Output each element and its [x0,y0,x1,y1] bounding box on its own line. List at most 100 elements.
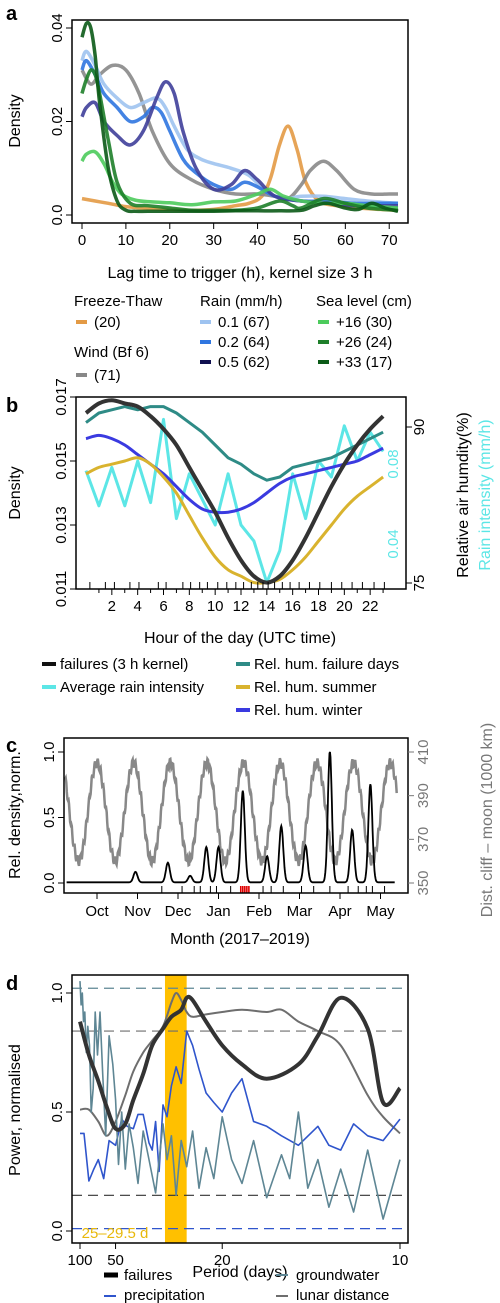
y-tick-label: 0.013 [53,506,70,544]
panel-c-y-ticks: 0.0 0.5 1.0 [41,742,64,893]
y-tick-label: 0.5 [41,807,58,828]
series-line-rain-01 [80,49,399,206]
legend-title-rain: Rain (mm/h) [200,293,283,310]
panel-d-band-label: 25–29.5 d [82,1225,149,1242]
panel-c-letter: c [6,735,17,757]
legend-entry-d-failures: failures [124,1267,172,1284]
panel-c: c Oct Nov Dec Jan Feb Mar Apr May 0.0 0.5 1.0 350… [6,723,496,948]
x-tick-label: 6 [159,598,167,615]
panel-a-x-ticks: 0 10 20 30 40 50 60 70 [78,223,398,249]
series-line-wind [80,63,398,201]
legend-entry-sea-33: +33 (17) [336,354,392,371]
y-tick-label: 0.017 [53,378,70,416]
panel-c-series [64,751,398,884]
panel-a-y-ticks: 0.0 0.02 0.04 [49,13,72,225]
legend-entry-sea-16: +16 (30) [336,314,392,331]
series-line-sea-33 [80,20,399,214]
highlight-band [164,975,187,1243]
y-tick-label: 0.04 [49,13,66,42]
x-tick-label: 20 [214,1252,231,1269]
panel-c-rug [161,886,386,893]
panel-b-x-title: Hour of the day (UTC time) [144,630,336,647]
panel-b-letter: b [6,395,18,417]
panel-c-x-ticks: Oct Nov Dec Jan Feb Mar Apr May [85,893,395,920]
series-line-failures [78,994,402,1132]
x-tick-label: 8 [185,598,193,615]
month-label: Mar [287,903,313,920]
panel-c-right-ticks: 350 370 390 410 [408,739,432,896]
x-tick-label: 20 [336,598,353,615]
legend-entry-failures-kernel: failures (3 h kernel) [60,656,188,673]
x-tick-label: 50 [107,1252,124,1269]
rh-tick-label: 75 [411,575,428,592]
x-tick-label: 20 [161,232,178,249]
panel-b-x-ticks: 2 4 6 8 10 12 14 16 18 20 22 [98,589,384,615]
panel-c-frame [63,737,409,894]
month-label: Oct [85,903,109,920]
legend-title-wind: Wind (Bf 6) [74,344,149,361]
panel-a: a 0 10 20 30 40 50 60 70 0.0 0.02 0.04 Lag time t… [6,3,412,384]
legend-entry-rh-winter: Rel. hum. winter [254,702,362,719]
x-tick-label: 10 [118,232,135,249]
x-tick-label: 18 [310,598,327,615]
y-tick-label: 0.0 [49,1221,66,1242]
x-tick-label: 14 [258,598,275,615]
panel-d-letter: d [6,973,18,995]
y-tick-label: 0.0 [49,205,66,226]
rain-tick-label: 0.04 [385,529,402,558]
legend-entry-wind: (71) [94,367,121,384]
y-tick-label: 0.011 [53,571,70,607]
legend-title-sea-level: Sea level (cm) [316,293,412,310]
x-tick-label: 2 [108,598,116,615]
legend-title-freeze-thaw: Freeze-Thaw [74,293,163,310]
x-tick-label: 4 [133,598,141,615]
panel-b-y-title: Density [7,466,24,519]
panel-b-rug [89,582,385,589]
x-tick-label: 22 [362,598,379,615]
panel-b-legend: failures (3 h kernel) Rel. hum. failure … [42,656,399,719]
y-tick-label: 0.015 [53,442,70,480]
panel-a-y-title: Density [7,94,24,147]
moon-tick-label: 370 [415,827,432,852]
panel-d-x-title: Period (days) [192,1264,287,1281]
rain-tick-label: 0.08 [385,449,402,478]
month-label: Dec [165,903,192,920]
legend-entry-d-lunar: lunar distance [296,1287,389,1303]
moon-tick-label: 350 [415,870,432,895]
x-tick-label: 40 [249,232,266,249]
panel-d-y-ticks: 0.0 0.5 1.0 [49,983,72,1242]
moon-distance-line [64,754,398,870]
panel-d-x-ticks: 100 50 20 10 [67,1243,408,1269]
panel-c-y-title: Rel. density,norm. [7,751,24,879]
series-line-sea-26 [80,68,399,213]
y-tick-label: 0.02 [49,107,66,136]
legend-entry-sea-26: +26 (24) [336,334,392,351]
legend-entry-rain-intensity: Average rain intensity [60,679,204,696]
month-label: Jan [206,903,230,920]
x-tick-label: 10 [392,1252,409,1269]
panel-a-series [80,20,399,214]
y-tick-label: 1.0 [41,742,58,763]
x-tick-label: 16 [284,598,301,615]
series-line-rh-summer [85,456,384,585]
legend-entry-rh-failure: Rel. hum. failure days [254,656,399,673]
panel-d-frame [71,974,409,1244]
panel-b-right-title-rain: Rain intensity (mm/h) [477,419,494,570]
month-label: Apr [328,903,351,920]
panel-c-right-title: Dist. cliff – moon (1000 km) [479,723,496,917]
month-label: Nov [124,903,151,920]
panel-a-legend: Freeze-Thaw (20) Wind (Bf 6) (71) Rain (… [74,293,412,384]
relative-density-line [66,751,395,884]
panel-b: b 2 4 6 8 10 12 14 16 18 20 22 0.0110.0130.0150.01… [6,378,494,719]
rh-tick-label: 90 [411,419,428,436]
x-tick-label: 12 [233,598,250,615]
month-label: Feb [246,903,272,920]
x-tick-label: 50 [293,232,310,249]
x-tick-label: 60 [337,232,354,249]
series-line-rh-winter [85,433,384,515]
x-tick-label: 100 [67,1252,92,1269]
legend-entry-freeze-thaw: (20) [94,314,121,331]
moon-tick-label: 390 [415,783,432,808]
legend-entry-rain-02: 0.2 (64) [218,334,270,351]
x-tick-label: 30 [205,232,222,249]
